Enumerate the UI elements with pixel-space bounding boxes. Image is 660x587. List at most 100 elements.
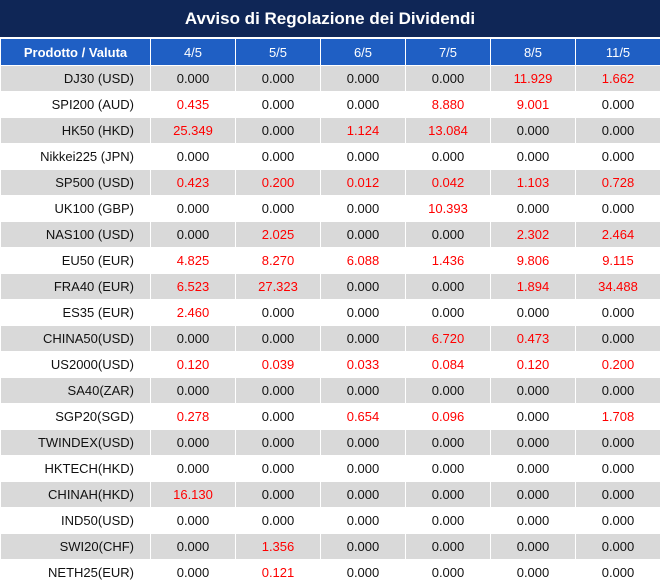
dividend-value-cell: 0.728 <box>575 169 660 196</box>
dividend-value-cell: 0.000 <box>575 325 660 352</box>
dividend-value-cell: 0.000 <box>235 65 321 92</box>
column-header-date: 5/5 <box>235 38 321 66</box>
dividend-value-cell: 0.012 <box>320 169 406 196</box>
dividend-value-cell: 0.278 <box>150 403 236 430</box>
dividend-value-cell: 0.000 <box>405 143 491 170</box>
dividend-value-cell: 0.000 <box>490 507 576 534</box>
dividend-value-cell: 0.000 <box>490 377 576 404</box>
dividend-value-cell: 16.130 <box>150 481 236 508</box>
dividend-value-cell: 2.464 <box>575 221 660 248</box>
dividend-value-cell: 0.000 <box>575 429 660 456</box>
page-title: Avviso di Regolazione dei Dividendi <box>0 0 660 38</box>
table-row: US2000(USD) 0.120 0.039 0.033 0.084 0.120 0.20… <box>0 351 660 378</box>
dividend-value-cell: 0.000 <box>320 325 406 352</box>
table-body: DJ30 (USD) 0.000 0.000 0.000 0.000 11.929 1.66… <box>0 65 660 586</box>
dividend-value-cell: 0.121 <box>235 559 321 586</box>
dividend-value-cell: 0.435 <box>150 91 236 118</box>
table-row: SA40(ZAR) 0.000 0.000 0.000 0.000 0.000 0.000 <box>0 377 660 404</box>
dividend-value-cell: 0.000 <box>405 377 491 404</box>
dividend-value-cell: 0.000 <box>405 429 491 456</box>
dividend-value-cell: 0.096 <box>405 403 491 430</box>
table-row: SP500 (USD) 0.423 0.200 0.012 0.042 1.103 0.72… <box>0 169 660 196</box>
dividend-value-cell: 0.000 <box>575 299 660 326</box>
column-header-date: 4/5 <box>150 38 236 66</box>
dividend-value-cell: 0.000 <box>235 429 321 456</box>
dividend-value-cell: 0.000 <box>150 533 236 560</box>
table-row: TWINDEX(USD) 0.000 0.000 0.000 0.000 0.000 0.0… <box>0 429 660 456</box>
dividend-value-cell: 0.654 <box>320 403 406 430</box>
dividend-value-cell: 0.039 <box>235 351 321 378</box>
dividend-value-cell: 0.000 <box>490 117 576 144</box>
column-header-date: 6/5 <box>320 38 406 66</box>
dividend-value-cell: 0.042 <box>405 169 491 196</box>
dividend-value-cell: 0.000 <box>575 533 660 560</box>
dividend-value-cell: 0.000 <box>490 455 576 482</box>
dividend-value-cell: 0.000 <box>150 377 236 404</box>
dividend-value-cell: 9.115 <box>575 247 660 274</box>
header-row: Prodotto / Valuta 4/5 5/5 6/5 7/5 8/5 11… <box>0 38 660 66</box>
table-row: NAS100 (USD) 0.000 2.025 0.000 0.000 2.302 2.4… <box>0 221 660 248</box>
product-cell: HKTECH(HKD) <box>0 455 151 482</box>
dividend-value-cell: 0.000 <box>405 455 491 482</box>
product-cell: IND50(USD) <box>0 507 151 534</box>
dividend-value-cell: 0.000 <box>235 325 321 352</box>
dividend-value-cell: 0.000 <box>490 299 576 326</box>
dividend-value-cell: 0.000 <box>150 65 236 92</box>
dividend-value-cell: 0.000 <box>235 481 321 508</box>
dividend-value-cell: 10.393 <box>405 195 491 222</box>
dividend-value-cell: 0.000 <box>490 143 576 170</box>
dividend-value-cell: 0.000 <box>235 377 321 404</box>
dividend-value-cell: 0.000 <box>320 559 406 586</box>
dividend-value-cell: 0.000 <box>320 195 406 222</box>
dividend-value-cell: 8.270 <box>235 247 321 274</box>
dividend-value-cell: 8.880 <box>405 91 491 118</box>
dividend-value-cell: 0.423 <box>150 169 236 196</box>
table-row: DJ30 (USD) 0.000 0.000 0.000 0.000 11.929 1.66… <box>0 65 660 92</box>
column-header-date: 7/5 <box>405 38 491 66</box>
product-cell: NETH25(EUR) <box>0 559 151 586</box>
dividend-value-cell: 0.000 <box>490 195 576 222</box>
dividend-value-cell: 0.000 <box>320 273 406 300</box>
table-row: SPI200 (AUD) 0.435 0.000 0.000 8.880 9.001 0.0… <box>0 91 660 118</box>
column-header-date: 11/5 <box>575 38 660 66</box>
dividend-value-cell: 0.000 <box>490 429 576 456</box>
dividend-value-cell: 0.200 <box>575 351 660 378</box>
table-row: NETH25(EUR) 0.000 0.121 0.000 0.000 0.000 0.00… <box>0 559 660 586</box>
table-row: HKTECH(HKD) 0.000 0.000 0.000 0.000 0.000 0.00… <box>0 455 660 482</box>
dividend-value-cell: 6.523 <box>150 273 236 300</box>
dividend-value-cell: 0.000 <box>320 377 406 404</box>
table-row: SGP20(SGD) 0.278 0.000 0.654 0.096 0.000 1.708 <box>0 403 660 430</box>
dividend-value-cell: 0.000 <box>320 533 406 560</box>
dividend-value-cell: 0.000 <box>150 455 236 482</box>
table-row: SWI20(CHF) 0.000 1.356 0.000 0.000 0.000 0.000 <box>0 533 660 560</box>
dividend-value-cell: 0.200 <box>235 169 321 196</box>
dividend-value-cell: 1.894 <box>490 273 576 300</box>
dividend-value-cell: 0.000 <box>235 507 321 534</box>
dividend-value-cell: 34.488 <box>575 273 660 300</box>
product-cell: Nikkei225 (JPN) <box>0 143 151 170</box>
dividend-value-cell: 1.103 <box>490 169 576 196</box>
dividend-value-cell: 0.000 <box>320 221 406 248</box>
dividend-value-cell: 0.000 <box>405 221 491 248</box>
dividend-value-cell: 0.000 <box>575 559 660 586</box>
column-header-date: 8/5 <box>490 38 576 66</box>
dividend-value-cell: 0.000 <box>235 403 321 430</box>
dividend-value-cell: 0.000 <box>235 299 321 326</box>
dividend-value-cell: 0.033 <box>320 351 406 378</box>
dividend-value-cell: 4.825 <box>150 247 236 274</box>
product-cell: SPI200 (AUD) <box>0 91 151 118</box>
dividend-table: Prodotto / Valuta 4/5 5/5 6/5 7/5 8/5 11… <box>0 38 660 586</box>
dividend-value-cell: 0.000 <box>405 273 491 300</box>
dividend-value-cell: 0.120 <box>150 351 236 378</box>
dividend-value-cell: 0.000 <box>320 91 406 118</box>
product-cell: ES35 (EUR) <box>0 299 151 326</box>
dividend-value-cell: 0.000 <box>150 507 236 534</box>
dividend-value-cell: 0.473 <box>490 325 576 352</box>
dividend-value-cell: 0.000 <box>150 195 236 222</box>
product-cell: EU50 (EUR) <box>0 247 151 274</box>
dividend-value-cell: 6.088 <box>320 247 406 274</box>
dividend-value-cell: 0.120 <box>490 351 576 378</box>
table-row: EU50 (EUR) 4.825 8.270 6.088 1.436 9.806 9.115 <box>0 247 660 274</box>
dividend-value-cell: 2.460 <box>150 299 236 326</box>
dividend-value-cell: 0.084 <box>405 351 491 378</box>
